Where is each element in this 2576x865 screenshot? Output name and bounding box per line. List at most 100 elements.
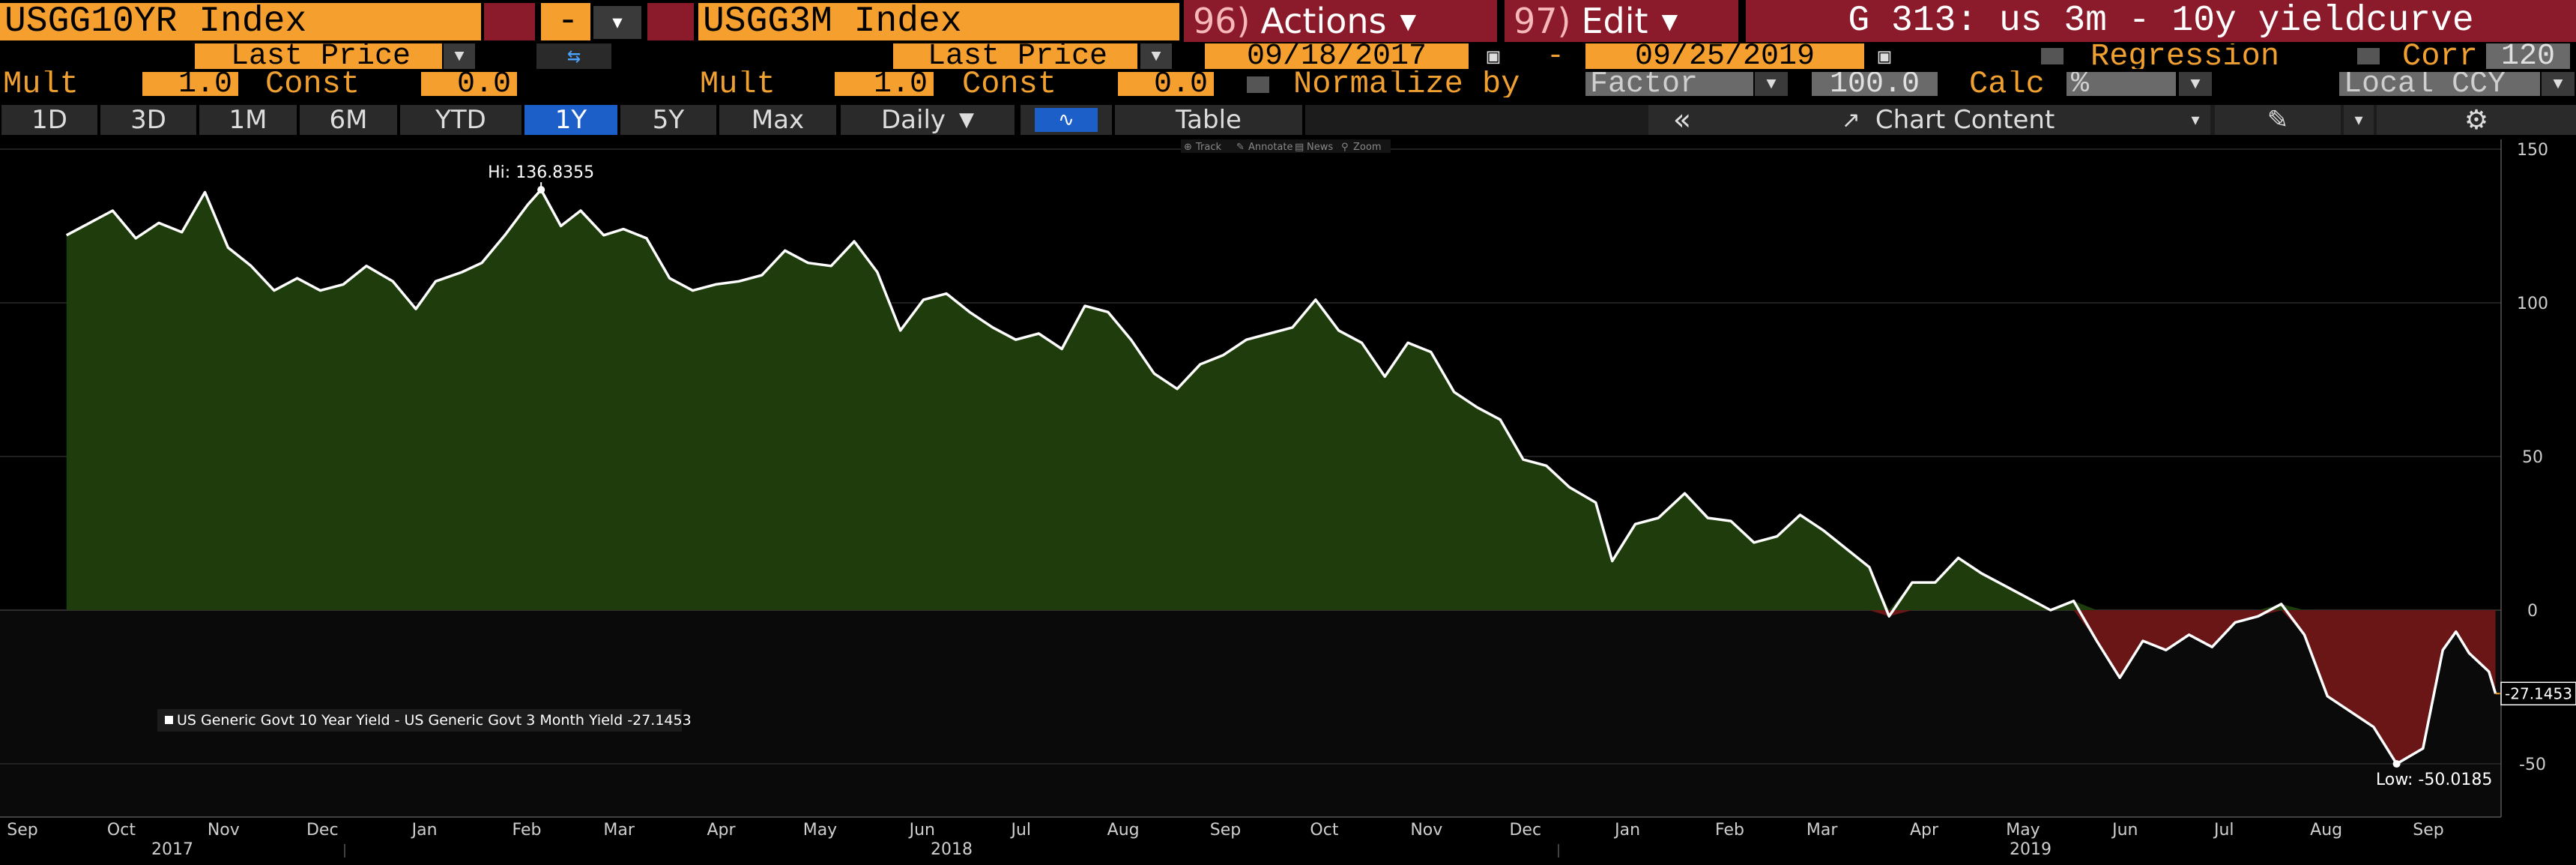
chart-content-button[interactable]: ↗ Chart Content xyxy=(1716,105,2180,135)
security2-price-dropdown-icon[interactable]: ▼ xyxy=(1140,43,1172,69)
normalize-label: Normalize by xyxy=(1293,70,1520,97)
table-button[interactable]: Table xyxy=(1115,105,1302,135)
period-max[interactable]: Max xyxy=(719,105,836,135)
x-tick-label: Jan xyxy=(411,821,438,840)
hi-marker-dot xyxy=(537,186,545,194)
x-tick-label: May xyxy=(2006,821,2040,840)
normalize-amount-field[interactable]: 100.0 xyxy=(1812,72,1938,96)
period-3d[interactable]: 3D xyxy=(100,105,196,135)
security2-field[interactable]: USGG3M Index xyxy=(698,3,1179,40)
edit-dropdown-icon: ▼ xyxy=(1661,8,1678,34)
end-calendar-icon[interactable]: ▣ xyxy=(1878,46,1891,70)
corr-value-field[interactable]: 120 xyxy=(2486,43,2570,69)
chart-content-dropdown-icon[interactable]: ▾ xyxy=(2180,105,2210,135)
x-tick-label: Apr xyxy=(707,821,736,840)
double-chevron-left-icon[interactable]: « xyxy=(1648,105,1716,135)
chart-tool-annotate[interactable]: Annotate xyxy=(1248,142,1292,153)
hi-label: Hi: 136.8355 xyxy=(488,163,594,182)
pen-icon[interactable]: ✎ xyxy=(2215,105,2341,135)
x-tick-label: Dec xyxy=(306,821,339,840)
edit-button[interactable]: 97) Edit ▼ xyxy=(1505,0,1738,42)
mult1-field[interactable]: 1.0 xyxy=(142,72,238,96)
start-date-field[interactable]: 09/18/2017 xyxy=(1205,43,1469,69)
end-date-field[interactable]: 09/25/2019 xyxy=(1585,43,1864,69)
const2-field[interactable]: 0.0 xyxy=(1118,72,1214,96)
currency-field[interactable]: Local CCY xyxy=(2339,72,2540,96)
security1-price-dropdown-icon[interactable]: ▼ xyxy=(444,43,475,69)
period-6m[interactable]: 6M xyxy=(300,105,397,135)
chart-tool-zoom[interactable]: Zoom xyxy=(1353,142,1381,153)
calc-dropdown-icon[interactable]: ▼ xyxy=(2179,72,2212,96)
chart-tool-icon: ⊕ xyxy=(1184,142,1192,153)
x-tick-label: Jul xyxy=(2213,821,2234,840)
frequency-dropdown[interactable]: Daily ▼ xyxy=(841,105,1015,135)
normalize-dropdown-icon[interactable]: ▼ xyxy=(1755,72,1788,96)
security2-price-field[interactable]: Last Price xyxy=(893,43,1137,69)
swap-arrows-icon[interactable]: ⇆ xyxy=(536,43,611,69)
period-1d[interactable]: 1D xyxy=(1,105,97,135)
x-tick-label: Sep xyxy=(1210,821,1241,840)
operator-field[interactable]: - xyxy=(541,3,590,40)
regression-checkbox[interactable] xyxy=(2041,48,2063,64)
field-row: Last Price ▼ ⇆ Last Price ▼ 09/18/2017 ▣… xyxy=(0,43,2576,70)
y-tick-label: 150 xyxy=(2517,141,2548,160)
x-tick-label: Dec xyxy=(1509,821,1541,840)
x-tick-label: Oct xyxy=(107,821,136,840)
yield-curve-chart[interactable]: 150 100 50 0 -50 Sep Oct Nov Dec Jan Feb Mar Apr May… xyxy=(0,139,2576,865)
y-tick-label: -50 xyxy=(2519,756,2546,774)
start-calendar-icon[interactable]: ▣ xyxy=(1487,46,1500,70)
legend-text: US Generic Govt 10 Year Yield - US Gener… xyxy=(177,712,692,729)
edit-number: 97) xyxy=(1514,1,1571,41)
security1-field[interactable]: USGG10YR Index xyxy=(0,3,481,40)
x-tick-label: Sep xyxy=(7,821,37,840)
x-tick-label: Jun xyxy=(2111,821,2138,840)
security1-price-field[interactable]: Last Price xyxy=(195,43,442,69)
x-tick-label: May xyxy=(803,821,837,840)
x-year-label: 2017 xyxy=(151,840,193,859)
mult1-label: Mult xyxy=(3,70,79,97)
x-year-label: 2018 xyxy=(931,840,973,859)
actions-number: 96) xyxy=(1193,1,1251,41)
operator-dropdown-chevron-icon[interactable]: ▾ xyxy=(593,6,641,39)
chart-type-button[interactable]: ∿ xyxy=(1021,105,1112,135)
pen-dropdown-icon[interactable]: ▾ xyxy=(2344,105,2374,135)
security2-color-swatch xyxy=(647,3,694,40)
period-1m[interactable]: 1M xyxy=(199,105,297,135)
x-tick-label: Apr xyxy=(1910,821,1939,840)
chart-annotations: Hi: 136.8355 Low: -50.0185 -27.1453 US Gene… xyxy=(157,163,2576,789)
x-tick-label: Sep xyxy=(2413,821,2443,840)
chart-tools-bar xyxy=(1181,139,1391,153)
gear-icon[interactable]: ⚙ xyxy=(2377,105,2576,135)
period-5y[interactable]: 5Y xyxy=(620,105,716,135)
x-year-label: 2019 xyxy=(2010,840,2052,859)
actions-button[interactable]: 96) Actions ▼ xyxy=(1184,0,1497,42)
chart-tool-news[interactable]: News xyxy=(1307,142,1333,153)
actions-label: Actions xyxy=(1260,1,1387,41)
normalize-checkbox[interactable] xyxy=(1247,76,1269,93)
currency-dropdown-icon[interactable]: ▼ xyxy=(2542,72,2575,96)
legend-box xyxy=(157,709,682,732)
x-tick-label: Mar xyxy=(603,821,635,840)
calc-field[interactable]: % xyxy=(2066,72,2176,96)
period-1y[interactable]: 1Y xyxy=(524,105,617,135)
mult2-field[interactable]: 1.0 xyxy=(835,72,934,96)
x-tick-label: Mar xyxy=(1806,821,1838,840)
normalize-type-field[interactable]: Factor xyxy=(1585,72,1753,96)
chart-tool-track[interactable]: Track xyxy=(1195,142,1221,153)
chart-tools[interactable]: Track⊕ Annotate✎ News▤ Zoom ⚲ xyxy=(1181,139,1391,153)
security1-color-swatch xyxy=(484,3,535,40)
const1-field[interactable]: 0.0 xyxy=(421,72,517,96)
mult2-label: Mult xyxy=(700,70,775,97)
period-ytd[interactable]: YTD xyxy=(400,105,521,135)
actions-dropdown-icon: ▼ xyxy=(1400,8,1417,34)
legend-swatch xyxy=(165,716,173,724)
chart-tool-icon: ⚲ xyxy=(1341,142,1349,153)
x-tick-label: Feb xyxy=(513,821,542,840)
y-axis: 150 100 50 0 -50 xyxy=(2500,139,2548,817)
corr-checkbox[interactable] xyxy=(2357,48,2380,64)
last-price-label: -27.1453 xyxy=(2505,684,2572,702)
line-chart-icon: ∿ xyxy=(1035,108,1098,132)
x-tick-label: Nov xyxy=(208,821,240,840)
x-tick-label: Feb xyxy=(1715,821,1744,840)
chart-content-label: Chart Content xyxy=(1875,105,2055,135)
